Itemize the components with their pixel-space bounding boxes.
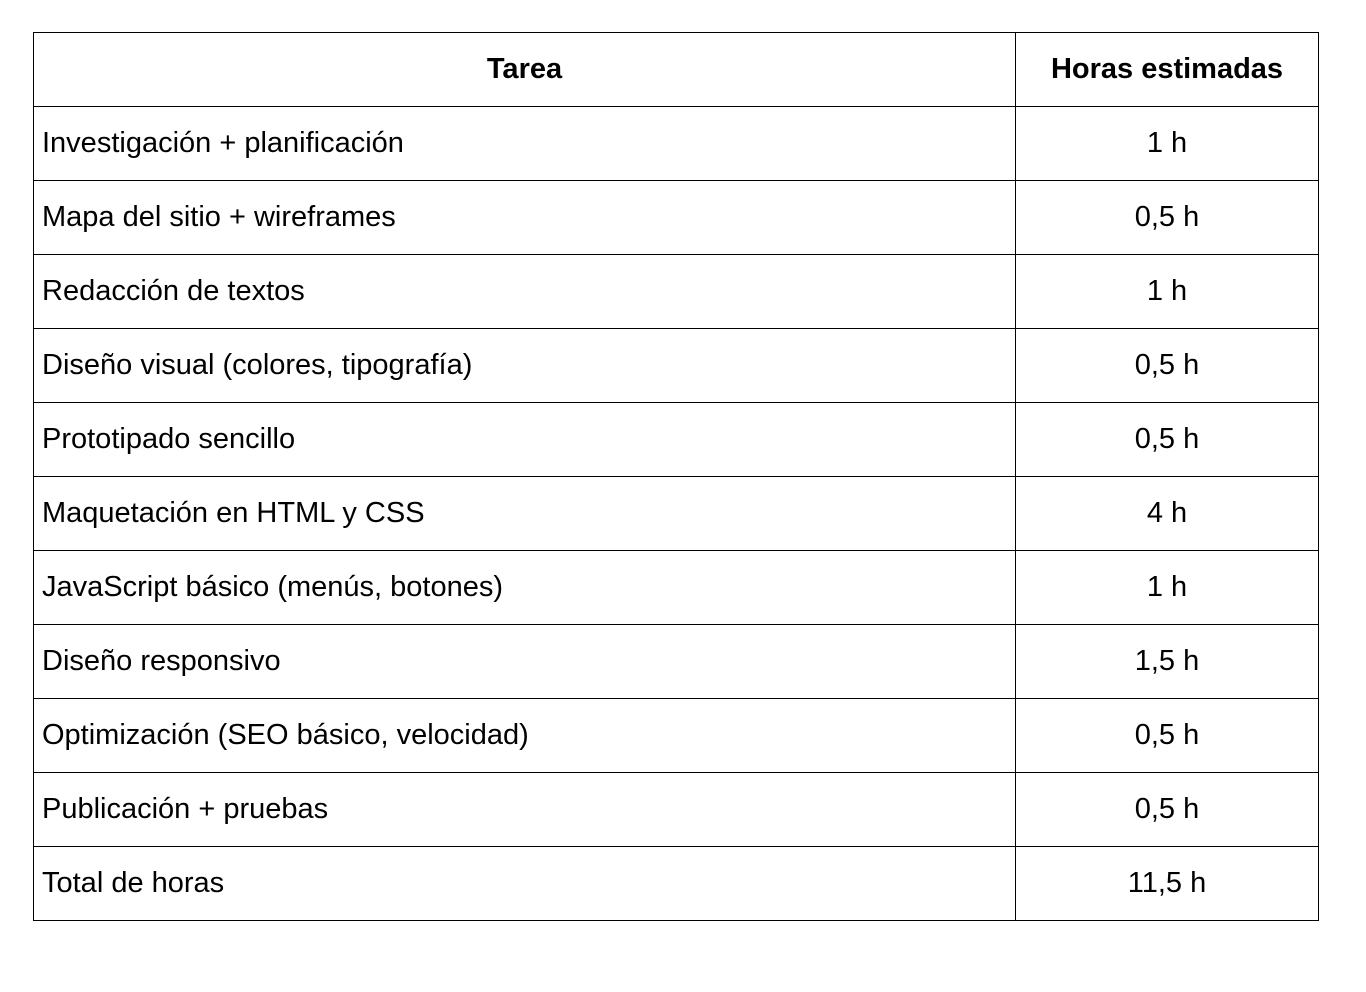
hours-cell: 0,5 h <box>1015 180 1319 255</box>
total-row: Total de horas 11,5 h <box>33 846 1319 921</box>
hours-cell: 0,5 h <box>1015 698 1319 773</box>
task-cell: Publicación + pruebas <box>33 772 1016 847</box>
task-cell: Redacción de textos <box>33 254 1016 329</box>
task-cell: Optimización (SEO básico, velocidad) <box>33 698 1016 773</box>
hours-cell: 1,5 h <box>1015 624 1319 699</box>
estimate-table-container: Tarea Horas estimadas Investigación + pl… <box>33 32 1319 921</box>
table-row: JavaScript básico (menús, botones) 1 h <box>33 550 1319 625</box>
table-row: Diseño visual (colores, tipografía) 0,5 … <box>33 328 1319 403</box>
table-row: Optimización (SEO básico, velocidad) 0,5… <box>33 698 1319 773</box>
task-cell: Diseño responsivo <box>33 624 1016 699</box>
hours-cell: 1 h <box>1015 254 1319 329</box>
table-row: Mapa del sitio + wireframes 0,5 h <box>33 180 1319 255</box>
table-row: Diseño responsivo 1,5 h <box>33 624 1319 699</box>
hours-cell: 1 h <box>1015 550 1319 625</box>
task-cell: Prototipado sencillo <box>33 402 1016 477</box>
task-cell: Diseño visual (colores, tipografía) <box>33 328 1016 403</box>
table-row: Redacción de textos 1 h <box>33 254 1319 329</box>
hours-cell: 0,5 h <box>1015 772 1319 847</box>
hours-cell: 0,5 h <box>1015 328 1319 403</box>
table-row: Publicación + pruebas 0,5 h <box>33 772 1319 847</box>
table-row: Prototipado sencillo 0,5 h <box>33 402 1319 477</box>
table-header-row: Tarea Horas estimadas <box>33 32 1319 107</box>
task-cell: Mapa del sitio + wireframes <box>33 180 1016 255</box>
total-hours-cell: 11,5 h <box>1015 846 1319 921</box>
total-label-cell: Total de horas <box>33 846 1016 921</box>
table-row: Investigación + planificación 1 h <box>33 106 1319 181</box>
task-cell: Maquetación en HTML y CSS <box>33 476 1016 551</box>
header-task: Tarea <box>33 32 1016 107</box>
hours-cell: 4 h <box>1015 476 1319 551</box>
task-cell: JavaScript básico (menús, botones) <box>33 550 1016 625</box>
hours-cell: 0,5 h <box>1015 402 1319 477</box>
hours-cell: 1 h <box>1015 106 1319 181</box>
hours-estimate-table: Tarea Horas estimadas Investigación + pl… <box>33 32 1319 921</box>
task-cell: Investigación + planificación <box>33 106 1016 181</box>
table-row: Maquetación en HTML y CSS 4 h <box>33 476 1319 551</box>
header-hours: Horas estimadas <box>1015 32 1319 107</box>
